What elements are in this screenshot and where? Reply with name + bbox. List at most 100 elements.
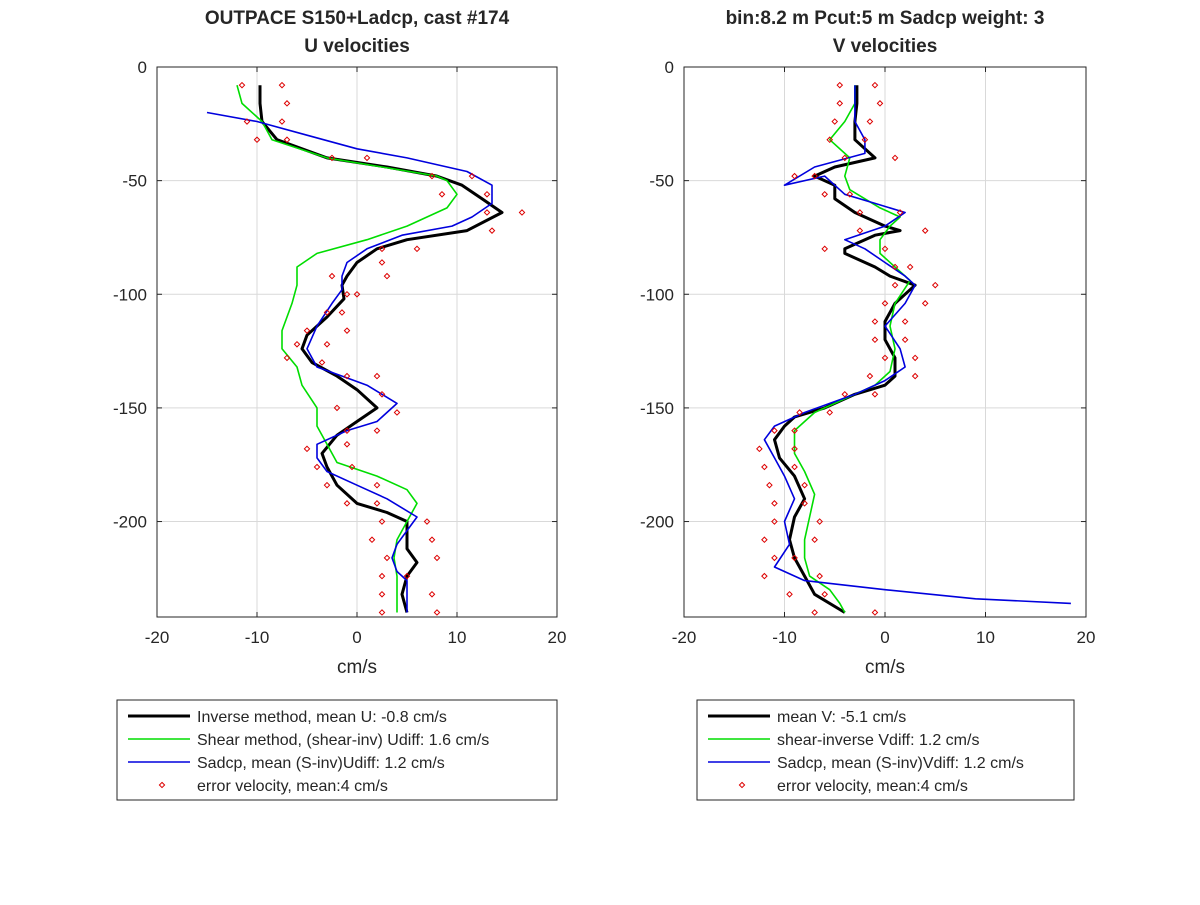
u-error-velocity-marker — [378, 245, 386, 253]
u-chart-title-line2: U velocities — [304, 36, 410, 57]
v-error-velocity-marker — [911, 372, 919, 380]
u-error-velocity-marker — [348, 463, 356, 471]
x-tick-label: 0 — [352, 628, 361, 647]
v-error-velocity-marker — [901, 336, 909, 344]
v-error-velocity-marker — [771, 518, 778, 525]
v-legend: mean V: -5.1 cm/s shear-inverse Vdiff: 1.… — [696, 699, 1075, 801]
v-error-velocity-marker — [761, 572, 768, 580]
u-error-velocity-marker — [318, 359, 326, 366]
v-error-velocity-marker — [891, 281, 899, 289]
v-error-velocity-marker — [861, 136, 869, 144]
x-tick-label: 10 — [976, 628, 995, 647]
u-legend-entry-3: Sadcp, mean (S-inv)Udiff: 1.2 cm/s — [128, 755, 445, 772]
v-error-velocity-marker — [791, 445, 798, 453]
u-error-velocity-marker — [483, 190, 491, 198]
legend-box — [116, 699, 558, 801]
v-error-velocity-marker — [791, 427, 798, 434]
v-error-velocity-marker — [891, 154, 899, 162]
u-error-velocity-marker — [483, 209, 491, 216]
v-error-velocity-marker — [811, 172, 818, 180]
y-tick-label: -200 — [113, 513, 147, 532]
u-error-velocity-marker — [328, 154, 336, 162]
u-error-velocity-marker — [428, 590, 436, 598]
u-error-velocity-marker — [323, 340, 331, 348]
x-tick-label: 20 — [548, 628, 567, 647]
y-tick-label: -200 — [640, 513, 674, 532]
u-error-velocity-marker — [488, 227, 496, 234]
u-error-velocity-marker — [403, 572, 411, 580]
v-error-velocity-marker — [811, 536, 818, 544]
u-error-velocity-marker — [303, 445, 311, 453]
u-error-velocity-marker — [378, 590, 386, 598]
u-error-velocity-marker — [383, 554, 391, 562]
u-error-velocity-marker — [323, 309, 331, 316]
v-error-velocity-marker — [881, 245, 889, 253]
legend-marker — [738, 781, 746, 789]
v-x-axis-label: cm/s — [865, 657, 905, 678]
x-tick-label: -20 — [145, 628, 170, 647]
v-legend-entry-1: mean V: -5.1 cm/s — [708, 709, 906, 726]
u-error-velocity-marker — [353, 290, 361, 298]
u-error-velocity-marker — [378, 518, 386, 525]
u-error-velocity-marker — [323, 481, 331, 489]
u-error-velocity-marker — [383, 272, 391, 280]
u-error-velocity-marker — [243, 118, 251, 125]
v-error-velocity-marker — [921, 227, 929, 234]
v-legend-entry-3: Sadcp, mean (S-inv)Vdiff: 1.2 cm/s — [708, 755, 1024, 772]
v-chart-title-line1: bin:8.2 m Pcut:5 m Sadcp weight: 3 — [726, 8, 1045, 29]
u-error-velocity-marker — [413, 245, 421, 253]
legend-label: error velocity, mean:4 cm/s — [197, 778, 388, 795]
v-error-velocity-marker — [811, 609, 818, 616]
v-error-velocity-marker — [761, 536, 768, 544]
v-error-velocity-marker — [791, 463, 798, 471]
u-error-velocity-marker — [378, 390, 386, 398]
u-error-velocity-marker — [343, 440, 351, 448]
v-error-velocity-marker — [821, 245, 829, 253]
x-tick-label: 10 — [448, 628, 467, 647]
v-error-velocity-marker — [826, 136, 834, 144]
v-error-velocity-marker — [871, 390, 879, 398]
x-tick-label: -20 — [672, 628, 697, 647]
u-x-axis-label: cm/s — [337, 657, 377, 678]
u-error-velocity-marker — [433, 554, 441, 562]
v-error-velocity-marker — [871, 81, 879, 89]
v-error-velocity-marker — [921, 300, 929, 307]
data-layer — [206, 81, 526, 616]
v-error-velocity-marker — [856, 227, 864, 234]
u-error-velocity-marker — [278, 118, 286, 125]
x-tick-label: -10 — [772, 628, 797, 647]
v-error-velocity-marker — [911, 354, 919, 362]
u-error-velocity-marker — [333, 404, 341, 412]
u-error-velocity-marker — [373, 500, 381, 507]
u-error-velocity-marker — [468, 172, 476, 180]
legend-label: Shear method, (shear-inv) Udiff: 1.6 cm/… — [197, 732, 489, 749]
v-error-velocity-marker — [881, 300, 889, 307]
v-error-velocity-marker — [771, 554, 778, 562]
y-tick-label: -50 — [122, 172, 147, 191]
v-error-velocity-marker — [906, 263, 914, 271]
v-error-velocity-marker — [771, 427, 778, 434]
v-error-velocity-marker — [896, 209, 904, 216]
v-error-velocity-marker — [931, 281, 939, 289]
v-error-velocity-marker — [866, 118, 874, 125]
legend-label: error velocity, mean:4 cm/s — [777, 778, 968, 795]
u-error-velocity-marker — [378, 572, 386, 580]
v-error-velocity-marker — [786, 590, 793, 598]
legend-label: mean V: -5.1 cm/s — [777, 709, 906, 726]
y-tick-label: -50 — [649, 172, 674, 191]
u-series-3-line — [206, 111, 493, 613]
x-tick-label: 0 — [880, 628, 889, 647]
y-tick-label: -100 — [113, 285, 147, 304]
u-error-velocity-marker — [303, 327, 311, 334]
u-error-velocity-marker — [428, 172, 436, 180]
u-error-velocity-marker — [373, 481, 381, 489]
u-error-velocity-marker — [373, 372, 381, 380]
legend-marker — [158, 781, 166, 789]
v-error-velocity-marker — [756, 445, 763, 453]
legend-label: shear-inverse Vdiff: 1.2 cm/s — [777, 732, 979, 749]
u-chart-title-line1: OUTPACE S150+Ladcp, cast #174 — [205, 8, 510, 29]
v-series-3-line — [763, 85, 1071, 605]
y-tick-label: 0 — [665, 58, 674, 77]
u-legend: Inverse method, mean U: -0.8 cm/s Shear m… — [116, 699, 558, 801]
v-error-velocity-marker — [761, 463, 768, 471]
